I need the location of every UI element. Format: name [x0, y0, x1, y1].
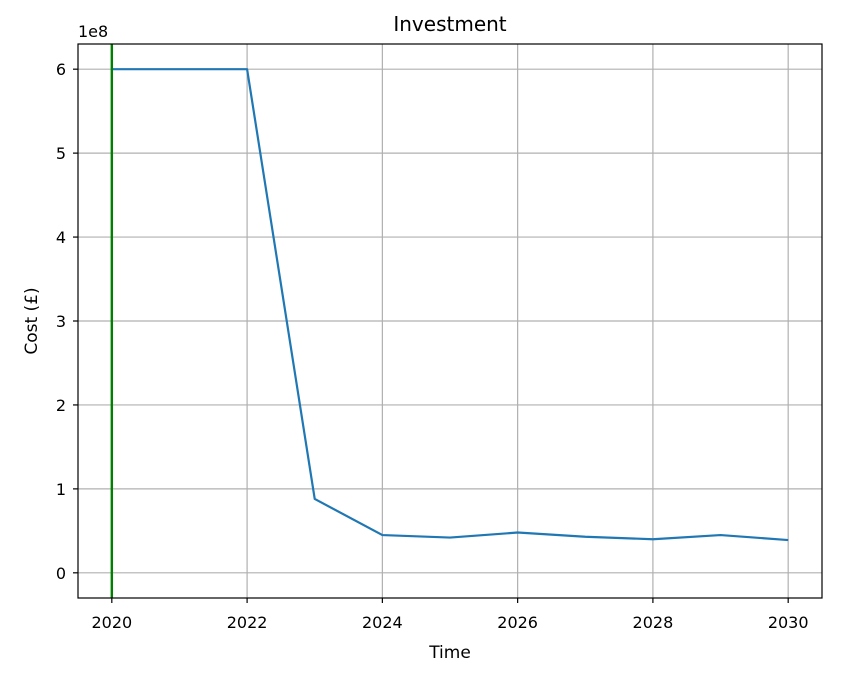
grid-lines — [78, 44, 822, 598]
y-tick-label: 6 — [56, 60, 66, 79]
y-axis-title: Cost (£) — [22, 287, 42, 354]
x-tick-label: 2022 — [227, 613, 268, 632]
x-tick-label: 2026 — [497, 613, 538, 632]
series-line-0 — [111, 68, 789, 542]
y-tick-label: 5 — [56, 144, 66, 163]
series-layer — [111, 68, 789, 542]
chart-title: Investment — [393, 12, 506, 36]
x-tick-label: 2020 — [91, 613, 132, 632]
y-tick-label: 3 — [56, 312, 66, 331]
x-tick-label: 2028 — [633, 613, 674, 632]
x-tick-label: 2030 — [768, 613, 809, 632]
y-tick-label: 1 — [56, 480, 66, 499]
x-tick-label: 2024 — [362, 613, 403, 632]
tick-layer: 2020 2022 2024 2026 2028 2030 0 1 2 3 4 5 6 — [56, 60, 809, 632]
y-offset-label: 1e8 — [78, 22, 108, 41]
y-tick-label: 0 — [56, 564, 66, 583]
x-axis-title: Time — [428, 643, 471, 663]
y-tick-label: 2 — [56, 396, 66, 415]
y-tick-label: 4 — [56, 228, 66, 247]
